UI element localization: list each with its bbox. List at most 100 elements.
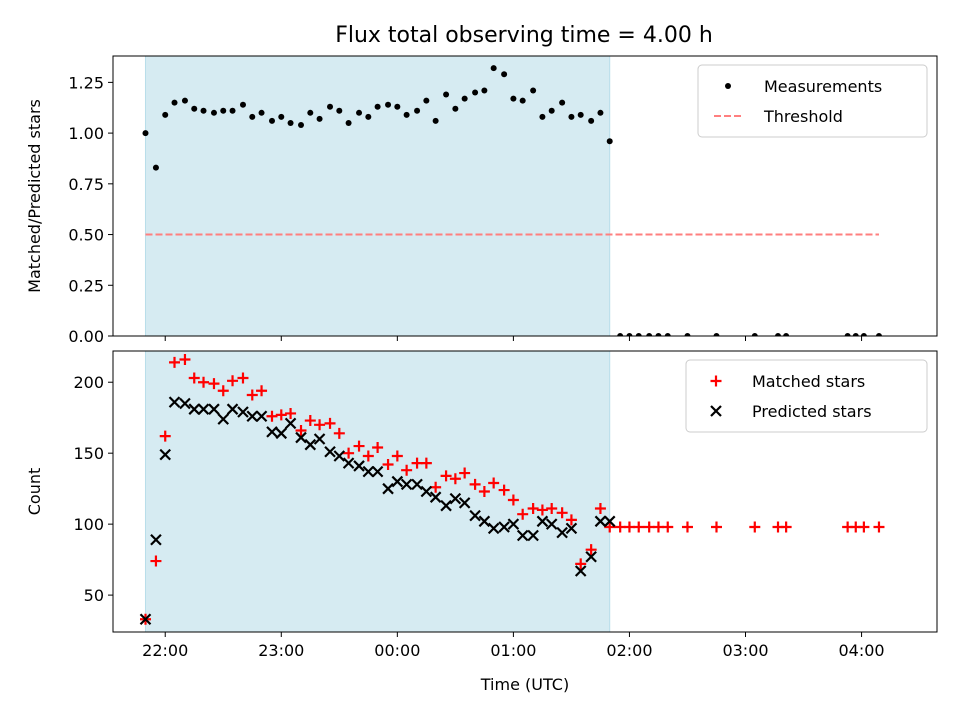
x-tick-label: 02:00 (606, 641, 652, 660)
data-point (179, 354, 191, 366)
x-tick-label: 22:00 (142, 641, 188, 660)
legend-label: Threshold (763, 107, 843, 126)
data-point (432, 117, 439, 124)
data-point (780, 521, 792, 533)
data-point (527, 503, 539, 515)
data-point (181, 97, 188, 104)
data-point (295, 431, 307, 444)
data-point (852, 333, 859, 336)
data-point (304, 438, 317, 451)
data-point (681, 521, 693, 533)
data-point (588, 117, 595, 124)
data-point (353, 460, 365, 472)
data-point (623, 521, 635, 533)
data-point (217, 385, 229, 397)
data-point (336, 107, 343, 114)
data-point (449, 492, 462, 505)
legend-box (697, 64, 928, 138)
data-point (664, 333, 671, 336)
data-point (237, 406, 249, 418)
data-point (575, 558, 587, 570)
data-point (655, 333, 662, 336)
data-point (298, 121, 305, 128)
data-point (478, 486, 490, 497)
data-point (604, 521, 616, 533)
data-point (324, 445, 336, 458)
data-point (275, 427, 288, 440)
y-tick-label: 150 (73, 444, 104, 463)
data-point (168, 396, 181, 408)
data-point (440, 499, 452, 512)
data-point (603, 515, 616, 528)
data-point (449, 473, 461, 485)
x-tick-label: 03:00 (722, 641, 768, 660)
data-point (268, 117, 275, 124)
data-point (362, 450, 374, 462)
data-point (150, 533, 162, 546)
data-point (179, 397, 191, 410)
data-point (142, 130, 149, 137)
data-point (343, 447, 355, 459)
data-point (751, 333, 758, 336)
data-point (400, 478, 413, 491)
x-tick-label: 04:00 (839, 641, 885, 660)
axes-frame (112, 350, 938, 633)
data-point (324, 417, 336, 429)
data-point (519, 97, 526, 104)
y-tick-label: 0.50 (68, 226, 104, 245)
data-point (139, 613, 152, 626)
data-point (333, 450, 346, 462)
data-point (285, 407, 297, 419)
data-point (227, 375, 239, 387)
data-point (342, 457, 355, 469)
data-point (374, 103, 381, 110)
data-point (414, 107, 421, 114)
data-point (217, 413, 230, 425)
data-point (411, 478, 423, 491)
data-point (307, 109, 314, 116)
data-point (440, 470, 452, 482)
data-point (559, 99, 566, 106)
x-tick-label: 01:00 (490, 641, 536, 660)
data-point (527, 529, 539, 542)
y-tick-label: 0.75 (68, 175, 104, 194)
plot-area (139, 354, 885, 626)
data-point (191, 105, 198, 112)
data-point (548, 107, 555, 114)
data-point (169, 356, 181, 368)
data-point (239, 101, 246, 108)
data-point (546, 503, 558, 515)
data-point (220, 107, 227, 114)
data-point (556, 507, 568, 519)
data-point (443, 91, 450, 98)
legend-label: Measurements (764, 77, 882, 96)
data-point (159, 430, 171, 442)
legend: Matched stars Predicted stars (685, 359, 928, 433)
data-point (208, 378, 220, 390)
data-point (646, 333, 653, 336)
data-point (197, 403, 210, 415)
observing-window-shade (144, 55, 611, 337)
data-point (530, 87, 537, 94)
data-point (382, 459, 394, 471)
data-point (452, 105, 459, 112)
legend-box (685, 359, 928, 433)
data-point (210, 109, 217, 116)
data-point (162, 111, 169, 118)
data-point (275, 409, 287, 421)
data-point (633, 521, 645, 533)
data-point (313, 433, 326, 445)
data-point (545, 518, 558, 530)
data-point (362, 465, 375, 478)
data-point (783, 333, 790, 336)
data-point (844, 333, 851, 336)
data-point (365, 113, 372, 120)
data-point (152, 164, 159, 171)
data-point (249, 113, 256, 120)
data-point (391, 450, 403, 462)
data-point (371, 465, 384, 478)
data-point (597, 109, 604, 116)
data-point (429, 491, 442, 503)
data-point (626, 333, 633, 336)
